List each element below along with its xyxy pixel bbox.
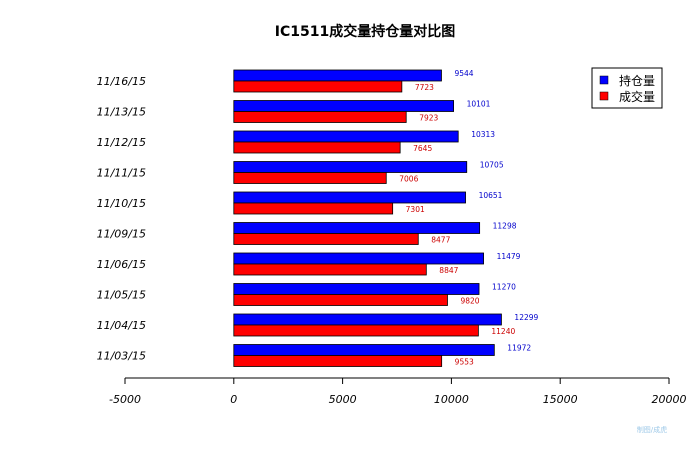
- x-tick-label: -5000: [109, 393, 141, 406]
- volume-bar: [233, 324, 479, 337]
- open-interest-bar: [233, 130, 459, 143]
- open-interest-value-label: 11479: [497, 252, 521, 261]
- x-axis: -5000 0 5000 10000 15000 20000: [109, 377, 687, 406]
- open-interest-value-label: 10705: [480, 161, 504, 170]
- legend-swatch-volume: [599, 91, 609, 101]
- volume-value-label: 7645: [413, 144, 432, 153]
- category-label: 11/12/15: [97, 136, 146, 149]
- x-tick-label: 0: [230, 393, 237, 406]
- open-interest-bar: [233, 252, 484, 265]
- volume-bar: [233, 141, 401, 154]
- volume-bar: [233, 233, 419, 245]
- watermark-text: 制图/成虎: [637, 425, 667, 434]
- category-label: 11/11/15: [97, 167, 146, 180]
- volume-value-label: 11240: [491, 327, 515, 336]
- volume-value-label: 8847: [439, 266, 458, 275]
- category-label: 11/13/15: [97, 106, 146, 119]
- open-interest-value-label: 10101: [467, 100, 491, 109]
- x-tick-label: 10000: [434, 393, 469, 406]
- volume-value-label: 9820: [460, 297, 479, 306]
- volume-value-label: 7923: [419, 114, 438, 123]
- volume-bar: [233, 263, 427, 276]
- chart-title: IC1511成交量持仓量对比图: [275, 23, 455, 40]
- open-interest-value-label: 11972: [507, 344, 531, 353]
- open-interest-value-label: 10313: [471, 130, 495, 139]
- x-tick-label: 20000: [652, 393, 687, 406]
- legend-label-volume: 成交量: [619, 89, 655, 104]
- category-label: 11/10/15: [97, 197, 146, 210]
- open-interest-bar: [233, 161, 468, 173]
- volume-bar: [233, 202, 394, 215]
- volume-bar: [233, 111, 407, 123]
- open-interest-value-label: 9544: [454, 69, 473, 78]
- category-label: 11/16/15: [97, 75, 146, 88]
- category-label: 11/03/15: [97, 350, 146, 363]
- open-interest-bar: [233, 69, 442, 82]
- open-interest-bar: [233, 344, 495, 356]
- volume-value-label: 7301: [406, 205, 425, 214]
- open-interest-value-label: 12299: [514, 313, 538, 322]
- legend-box: [591, 67, 663, 109]
- legend-label-open-interest: 持仓量: [619, 73, 655, 88]
- x-tick-label: 5000: [329, 393, 357, 406]
- bars-group: 11/16/15 9544 7723 11/13/15 10101 7923 11/12/1…: [97, 69, 539, 367]
- volume-value-label: 7006: [399, 175, 418, 184]
- category-label: 11/09/15: [97, 228, 146, 241]
- category-label: 11/06/15: [97, 258, 146, 271]
- open-interest-value-label: 11270: [492, 283, 516, 292]
- volume-bar: [233, 355, 443, 367]
- volume-bar: [233, 172, 387, 184]
- open-interest-bar: [233, 222, 481, 234]
- legend-swatch-open-interest: [599, 75, 609, 85]
- volume-value-label: 9553: [455, 358, 474, 367]
- open-interest-bar: [233, 313, 502, 326]
- x-tick-label: 15000: [543, 393, 578, 406]
- volume-bar: [233, 80, 403, 93]
- legend: 持仓量 成交量: [591, 67, 663, 109]
- open-interest-bar: [233, 100, 454, 112]
- open-interest-value-label: 10651: [479, 191, 503, 200]
- volume-bar: [233, 294, 448, 306]
- open-interest-bar: [233, 191, 466, 204]
- volume-value-label: 8477: [431, 236, 450, 245]
- open-interest-value-label: 11298: [493, 222, 517, 231]
- volume-value-label: 7723: [415, 83, 434, 92]
- category-label: 11/05/15: [97, 289, 146, 302]
- category-label: 11/04/15: [97, 319, 146, 332]
- open-interest-bar: [233, 283, 480, 295]
